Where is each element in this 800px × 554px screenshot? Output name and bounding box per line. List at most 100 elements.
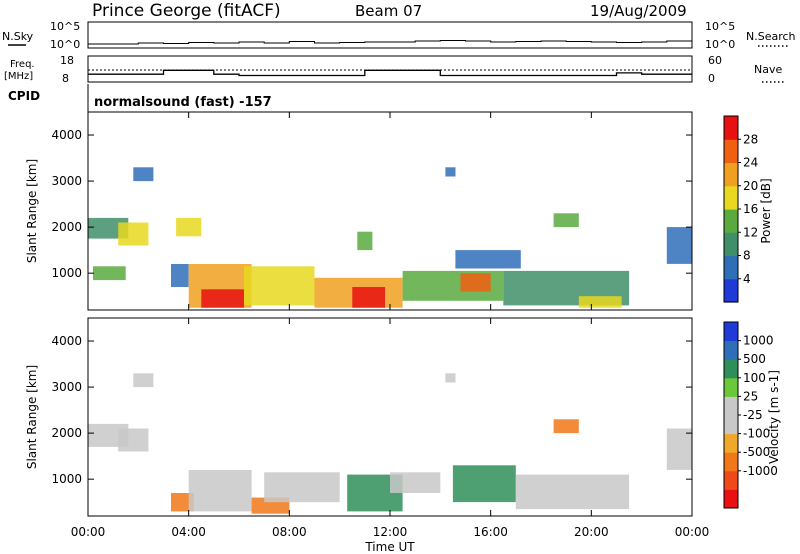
velocity-panel: 1000 2000 3000 4000 Slant Range [km] 1000 50… — [25, 317, 781, 517]
heatmap-region — [452, 465, 516, 503]
colorbar-tick-label: 500 — [743, 352, 766, 366]
y-tick-label: 2000 — [51, 426, 82, 440]
heatmap-region — [445, 167, 456, 177]
x-axis-label: Time UT — [364, 540, 415, 554]
colorbar-tick-label: 4 — [743, 272, 751, 286]
colorbar-segment — [724, 322, 738, 342]
power-data-layer — [88, 167, 692, 308]
velocity-colorbar-label: Velocity [m s-1] — [767, 370, 781, 464]
heatmap-region — [460, 273, 491, 292]
heatmap-region — [553, 213, 579, 228]
heatmap-region — [390, 472, 441, 493]
heatmap-region — [357, 231, 373, 251]
y-tick-label: 2000 — [51, 220, 82, 234]
colorbar-segment — [724, 185, 738, 210]
colorbar-segment — [724, 255, 738, 280]
power-colorbar: 4 8 12 16 20 24 28 — [723, 115, 758, 303]
y-tick-label: 4000 — [51, 128, 82, 142]
noise-left-tick-bottom: 10^0 — [50, 38, 80, 51]
colorbar-tick-label: 20 — [743, 179, 758, 193]
heatmap-region — [264, 472, 340, 503]
noise-panel-frame — [87, 21, 693, 49]
heatmap-region — [445, 373, 456, 383]
y-tick-label: 3000 — [51, 174, 82, 188]
colorbar-segment — [724, 232, 738, 257]
x-tick-label: 12:00 — [373, 525, 408, 539]
colorbar-tick-label: 8 — [743, 249, 751, 263]
colorbar-segment — [724, 377, 738, 397]
colorbar-tick-label: -1000 — [743, 464, 778, 478]
heatmap-region — [352, 287, 385, 308]
noise-panel: N.Sky 10^5 10^0 10^5 10^0 N.Search — [2, 20, 796, 51]
colorbar-segment — [724, 162, 738, 187]
heatmap-region — [118, 222, 149, 246]
colorbar-tick-label: 12 — [743, 225, 758, 239]
freq-left-tick-bottom: 8 — [62, 72, 69, 85]
y-tick-label: 1000 — [51, 266, 82, 280]
x-tick-label: 00:00 — [71, 525, 106, 539]
colorbar-tick-label: 25 — [743, 389, 758, 403]
noise-left-tick-top: 10^5 — [50, 20, 80, 33]
velocity-y-ticks: 1000 2000 3000 4000 — [51, 334, 692, 486]
power-y-ticks: 1000 2000 3000 4000 — [51, 128, 692, 280]
noise-right-tick-top: 10^5 — [705, 20, 735, 33]
x-tick-label: 20:00 — [574, 525, 609, 539]
colorbar-segment — [724, 209, 738, 233]
colorbar-segment — [724, 278, 738, 303]
colorbar-segment — [724, 116, 738, 140]
colorbar-tick-label: 16 — [743, 202, 758, 216]
colorbar-tick-label: -25 — [743, 408, 763, 422]
velocity-data-layer — [88, 373, 692, 514]
freq-unit-label: [MHz] — [4, 71, 33, 82]
colorbar-segment — [724, 340, 738, 360]
x-tick-label: 08:00 — [272, 525, 307, 539]
heatmap-region — [118, 428, 149, 452]
colorbar-tick-label: -500 — [743, 445, 770, 459]
power-panel: 1000 2000 3000 4000 Slant Range [km] 4 8 12 16… — [25, 111, 773, 311]
y-tick-label: 3000 — [51, 380, 82, 394]
colorbar-segment — [724, 139, 738, 164]
freq-panel-frame — [87, 55, 693, 83]
colorbar-segment — [724, 396, 738, 416]
x-tick-label: 16:00 — [473, 525, 508, 539]
heatmap-region — [188, 470, 252, 512]
heatmap-region — [176, 217, 202, 237]
noise-right-tick-bottom: 10^0 — [705, 38, 735, 51]
colorbar-tick-label: -100 — [743, 427, 770, 441]
colorbar-segment — [724, 415, 738, 435]
x-axis-ticks: 00:00 04:00 08:00 12:00 16:00 20:00 00:00 — [71, 112, 710, 539]
x-tick-label: 00:00 — [675, 525, 710, 539]
freq-label: Freq. — [10, 59, 35, 70]
heatmap-region — [578, 296, 622, 308]
colorbar-segment — [724, 489, 738, 509]
power-y-axis-label: Slant Range [km] — [25, 159, 39, 263]
heatmap-region — [455, 250, 521, 269]
heatmap-region — [171, 264, 189, 287]
freq-left-tick-top: 18 — [60, 54, 74, 67]
heatmap-region — [244, 266, 315, 306]
velocity-y-axis-label: Slant Range [km] — [25, 365, 39, 469]
heatmap-region — [515, 474, 630, 510]
heatmap-region — [553, 419, 579, 434]
y-tick-label: 4000 — [51, 334, 82, 348]
nave-label: Nave — [754, 63, 782, 76]
nsky-series-line — [88, 40, 693, 45]
velocity-colorbar: 1000 500 100 25 -25 -100 -500 -1000 — [723, 321, 778, 509]
station-title: Prince George (fitACF) — [92, 1, 281, 21]
y-tick-label: 1000 — [51, 472, 82, 486]
heatmap-region — [133, 373, 154, 388]
heatmap-region — [666, 428, 692, 470]
colorbar-tick-label: 24 — [743, 156, 758, 170]
freq-right-tick-bottom: 0 — [708, 72, 715, 85]
cpid-label: CPID — [8, 89, 40, 103]
freq-series-line — [88, 69, 692, 77]
heatmap-region — [133, 167, 154, 182]
power-colorbar-label: Power [dB] — [759, 178, 773, 243]
date-label: 19/Aug/2009 — [590, 2, 687, 20]
nsearch-label: N.Search — [746, 30, 796, 43]
colorbar-segment — [724, 359, 738, 379]
heatmap-region — [201, 289, 245, 308]
cpid-program: normalsound (fast) -157 — [94, 95, 272, 110]
colorbar-tick-label: 28 — [743, 132, 758, 146]
